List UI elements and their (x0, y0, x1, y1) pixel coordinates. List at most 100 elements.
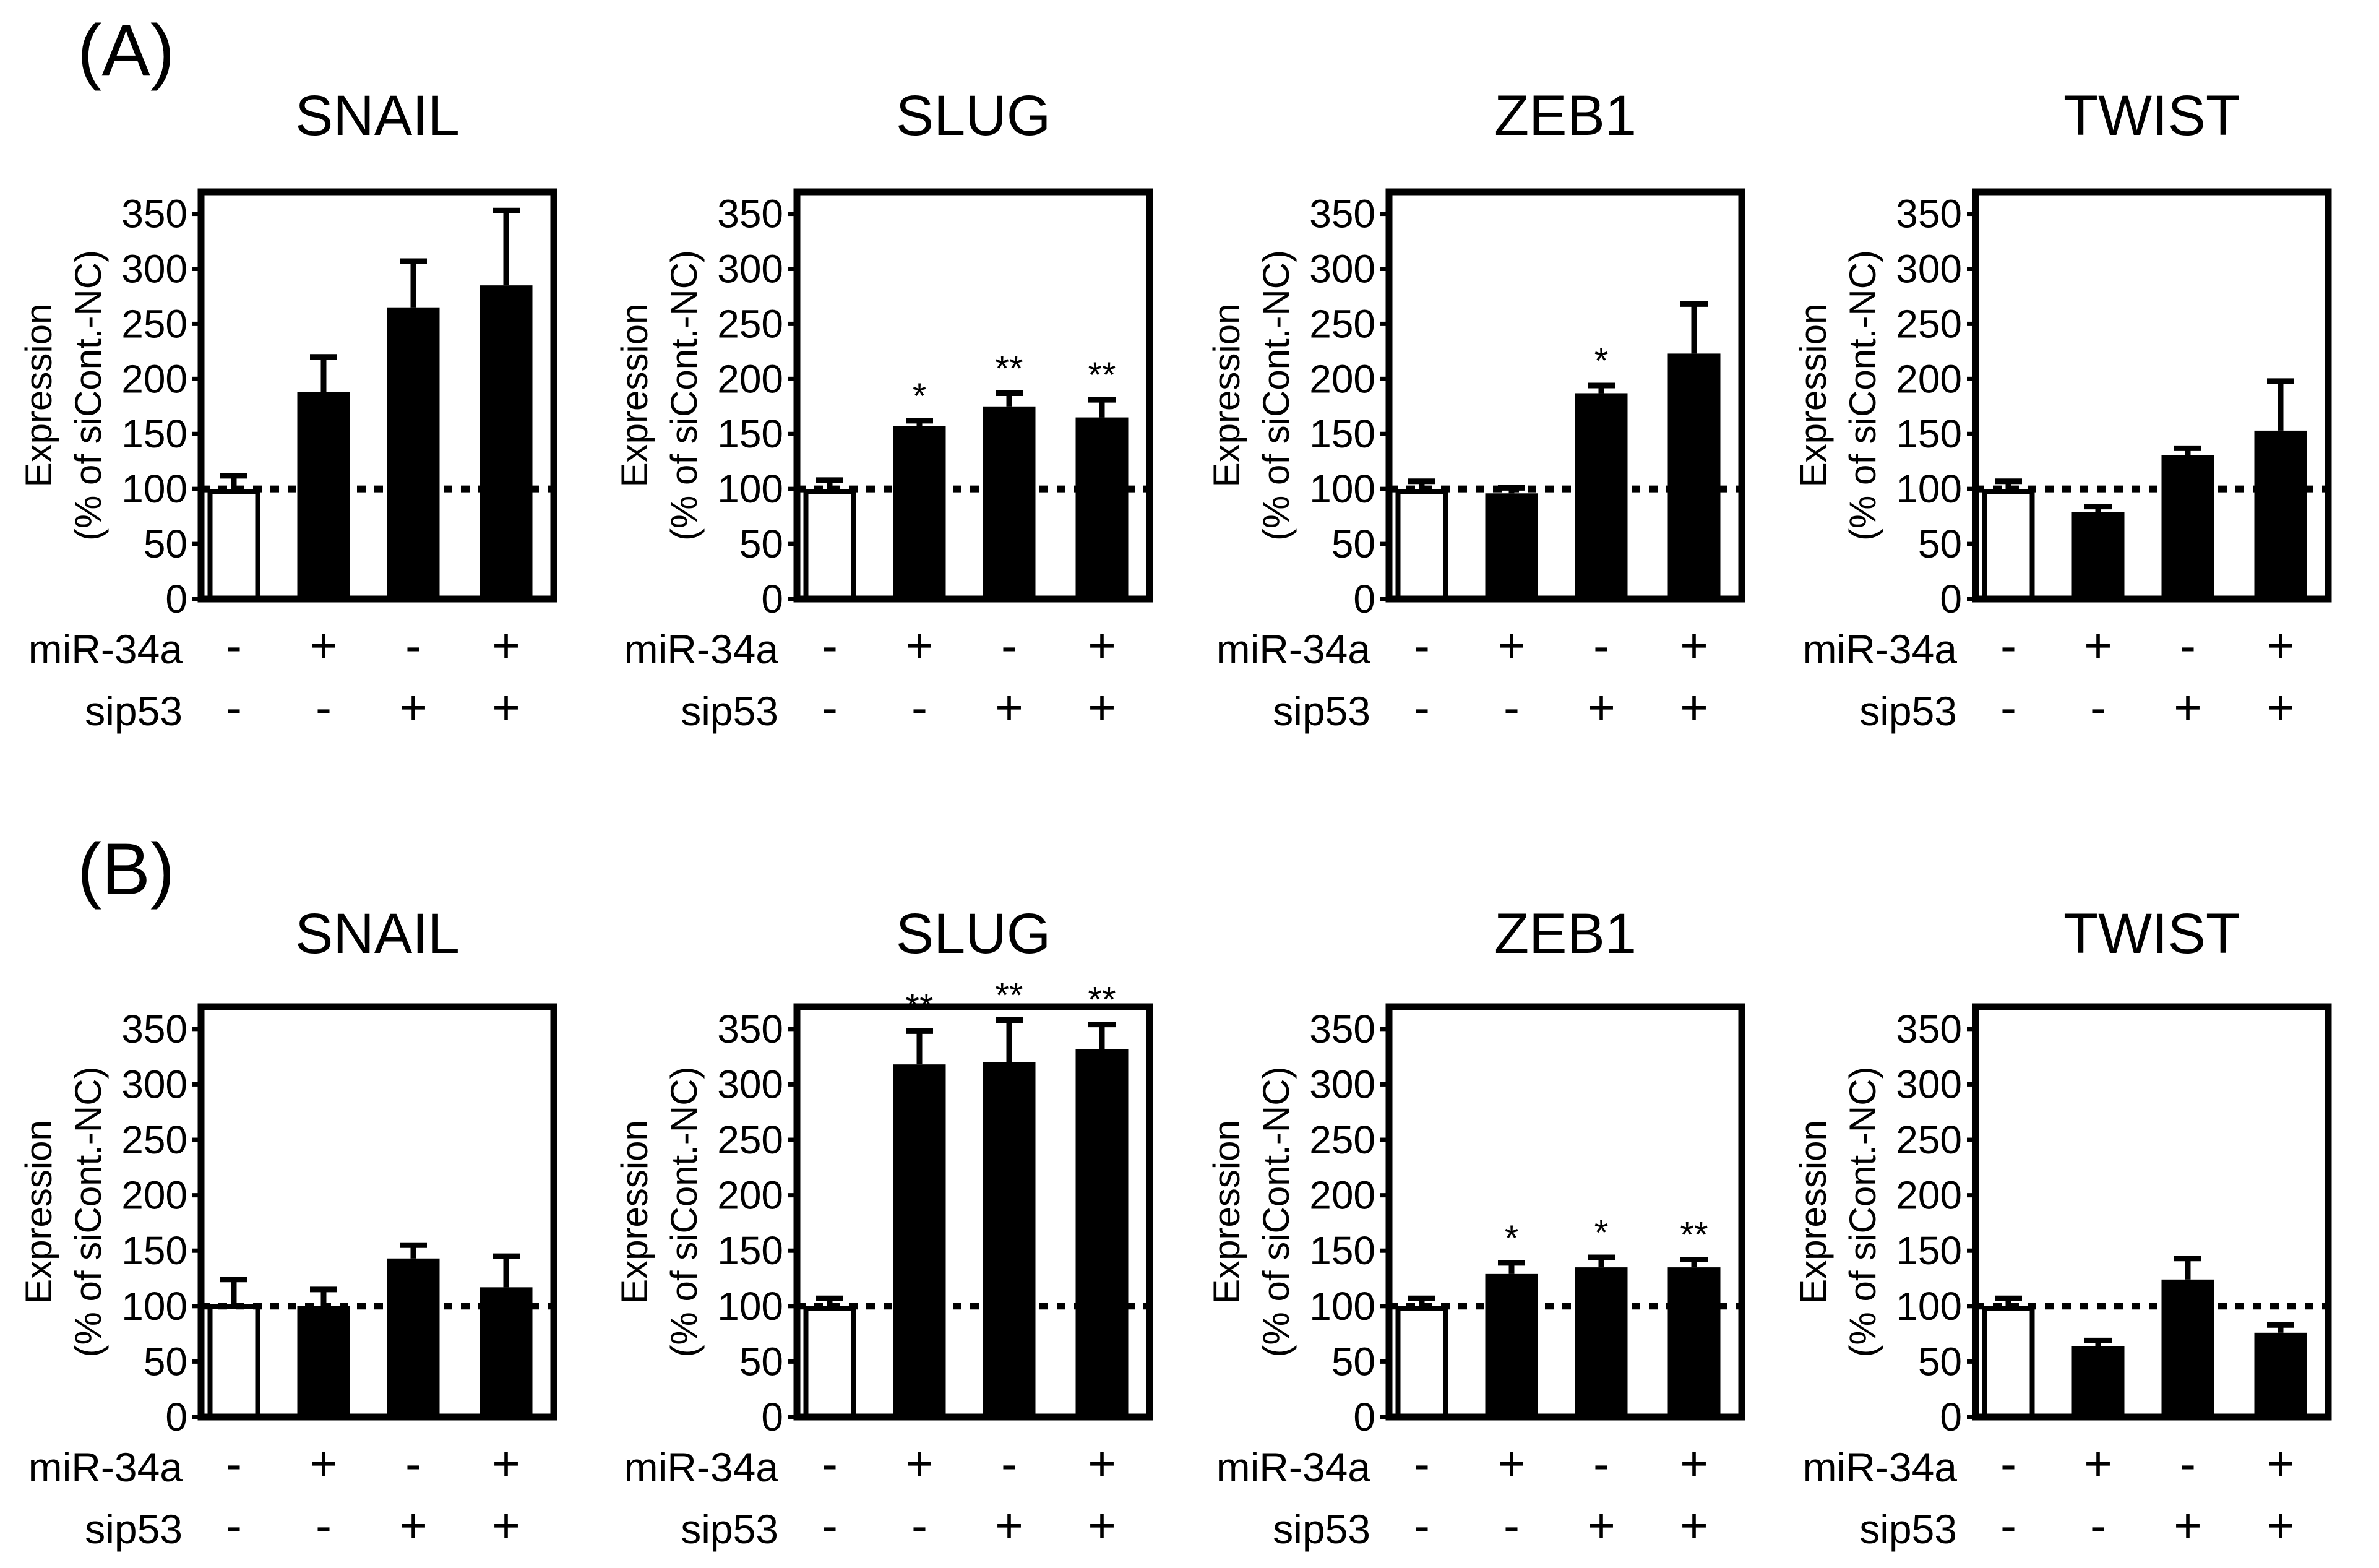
bar (297, 1306, 350, 1417)
y-tick-label: 100 (121, 467, 187, 511)
mir34a-condition: - (2000, 1436, 2016, 1491)
row-label-mir34a: miR-34a (624, 1444, 779, 1490)
y-tick-label: 250 (1309, 301, 1375, 346)
mir34a-condition: + (492, 618, 520, 673)
sip53-condition: + (2266, 680, 2295, 734)
plot-frame (197, 1003, 557, 1421)
y-tick-label: 250 (1309, 1118, 1375, 1162)
sip53-condition: - (911, 680, 927, 734)
bar (387, 307, 440, 599)
panel-label-b: (B) (77, 829, 174, 910)
row-label-sip53: sip53 (85, 1506, 183, 1552)
sip53-condition: + (1587, 1498, 1615, 1553)
mir34a-condition: + (492, 1436, 520, 1491)
sip53-condition: + (995, 680, 1023, 734)
mir34a-condition: - (1001, 618, 1017, 673)
mir34a-condition: - (1593, 618, 1609, 673)
plot-frame (1972, 188, 2332, 603)
bar (2161, 1279, 2214, 1417)
y-axis-label-units: (% of siCont.-NC) (67, 1066, 109, 1357)
sip53-condition: + (2174, 680, 2202, 734)
chart-title: SLUG (896, 84, 1051, 147)
sip53-condition: + (995, 1498, 1023, 1553)
y-tick-label: 0 (165, 1395, 187, 1439)
sip53-condition: - (316, 680, 332, 734)
y-tick-label: 0 (1353, 1395, 1375, 1439)
y-axis-label-units: (% of siCont.-NC) (1255, 1066, 1297, 1357)
y-tick-label: 0 (761, 1395, 783, 1439)
chart-title: TWIST (2063, 84, 2240, 147)
sip53-condition: - (1414, 680, 1430, 734)
sip53-condition: + (1680, 680, 1708, 734)
sip53-condition: + (399, 1498, 428, 1553)
bar (1395, 1306, 1448, 1419)
y-tick-label: 300 (717, 1062, 783, 1106)
y-tick-label: 200 (1896, 1173, 1962, 1218)
y-tick-label: 300 (121, 1062, 187, 1106)
significance-marker: * (1505, 1218, 1519, 1259)
bar (893, 426, 946, 599)
chart-a-twist: TWIST Expression (% of siCont.-NC) 0 50 100 15… (1792, 84, 2332, 734)
chart-title: SNAIL (295, 84, 460, 147)
chart-title: SNAIL (295, 902, 460, 965)
y-axis-label: Expression (1206, 304, 1247, 488)
sip53-condition: + (399, 680, 428, 734)
significance-marker: ** (1088, 355, 1116, 395)
row-label-sip53: sip53 (1859, 688, 1957, 734)
bar (1075, 1049, 1129, 1417)
mir34a-condition: - (1001, 1436, 1017, 1491)
mir34a-condition: + (2084, 618, 2112, 673)
mir34a-condition: - (405, 618, 421, 673)
y-tick-label: 300 (1309, 1062, 1375, 1106)
y-tick-label: 0 (1353, 577, 1375, 621)
mir34a-condition: - (405, 1436, 421, 1491)
y-tick-label: 50 (1918, 522, 1962, 566)
chart-b-snail: SNAIL Expression (% of siCont.-NC) 0 50 100 15… (18, 902, 557, 1553)
row-label-sip53: sip53 (1859, 1506, 1957, 1552)
y-tick-label: 250 (1896, 1118, 1962, 1162)
y-tick-label: 200 (1309, 356, 1375, 401)
y-tick-label: 300 (717, 246, 783, 291)
y-tick-label: 250 (717, 301, 783, 346)
y-tick-label: 150 (1896, 411, 1962, 456)
mir34a-condition: - (226, 1436, 242, 1491)
y-tick-label: 300 (121, 246, 187, 291)
row-label-mir34a: miR-34a (1803, 626, 1958, 672)
bar (1575, 1267, 1628, 1417)
y-tick-label: 350 (717, 192, 783, 236)
sip53-condition: - (822, 680, 838, 734)
y-tick-label: 200 (717, 1173, 783, 1218)
chart-title: SLUG (896, 902, 1051, 965)
y-tick-label: 250 (1896, 301, 1962, 346)
bar (2071, 1346, 2125, 1417)
bar (207, 489, 260, 602)
mir34a-condition: - (1593, 1436, 1609, 1491)
bar (803, 1306, 856, 1419)
chart-title: ZEB1 (1494, 902, 1637, 965)
bar (1575, 393, 1628, 599)
bar (983, 1062, 1036, 1417)
mir34a-condition: + (309, 1436, 338, 1491)
significance-marker: ** (1088, 980, 1116, 1020)
bar (297, 392, 350, 599)
y-tick-label: 350 (121, 1007, 187, 1051)
plot-frame (1385, 1003, 1745, 1421)
sip53-condition: - (2090, 1498, 2106, 1553)
mir34a-condition: + (905, 1436, 934, 1491)
sip53-condition: - (226, 680, 242, 734)
mir34a-condition: + (905, 618, 934, 673)
sip53-condition: - (911, 1498, 927, 1553)
y-tick-label: 250 (121, 1118, 187, 1162)
significance-marker: * (1594, 1213, 1609, 1253)
row-label-sip53: sip53 (85, 688, 183, 734)
plot-frame (1385, 188, 1745, 603)
y-tick-label: 300 (1309, 246, 1375, 291)
chart-b-slug: SLUG Expression (% of siCont.-NC) 0 50 100 150… (614, 902, 1153, 1553)
mir34a-condition: - (1414, 1436, 1430, 1491)
bar (480, 1287, 533, 1417)
y-tick-label: 50 (739, 1339, 783, 1384)
sip53-condition: + (492, 1498, 520, 1553)
y-tick-label: 350 (1896, 192, 1962, 236)
plot-frame (793, 1003, 1153, 1421)
